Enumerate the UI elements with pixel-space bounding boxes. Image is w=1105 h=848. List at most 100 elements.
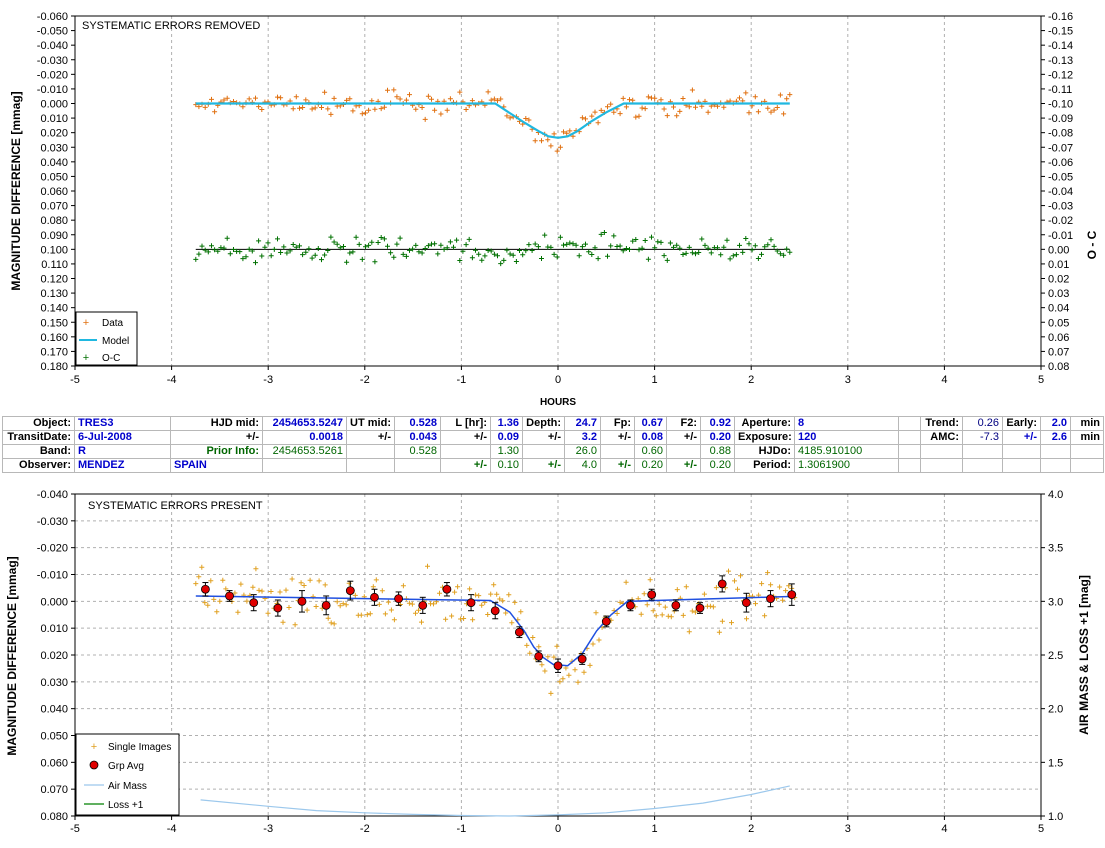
- bottom-single-image-point: [244, 598, 250, 604]
- bottom-single-image-point: [530, 635, 536, 640]
- bottom-legend-box: [75, 733, 180, 816]
- bottom-single-image-point: [554, 643, 560, 649]
- bottom-single-image-point: [680, 612, 686, 618]
- top-data-point: [312, 105, 318, 111]
- info-table-cell: +/-: [440, 430, 491, 445]
- top-x-tick-label: 3: [845, 374, 851, 386]
- bottom-single-image-point: [337, 603, 343, 609]
- bottom-single-image-point: [443, 616, 449, 622]
- top-oc-point: [579, 244, 585, 250]
- top-oc-point: [718, 252, 724, 258]
- top-y-tick-label: 0.170: [40, 346, 68, 358]
- top-model-line: [195, 102, 790, 139]
- top-y-tick-label: 0.130: [40, 288, 68, 300]
- bottom-single-image-point: [689, 608, 695, 614]
- top-oc-point: [249, 248, 255, 254]
- bottom-x-tick-label: -2: [360, 823, 370, 835]
- top-data-point: [344, 97, 350, 103]
- top-oc-point: [476, 251, 482, 257]
- top-oc-point: [721, 244, 727, 250]
- top-oc-point: [655, 239, 661, 245]
- bottom-single-image-point: [512, 599, 518, 605]
- info-table-cell: 0.92: [700, 416, 735, 431]
- top-oc-point: [605, 253, 610, 259]
- info-table-cell: 4185.910100: [794, 444, 899, 459]
- bottom-y2-tick-label: 3.5: [1048, 543, 1063, 555]
- bottom-single-image-point: [470, 617, 476, 623]
- bottom-single-image-point: [729, 620, 734, 626]
- top-data-point: [256, 104, 262, 110]
- top-oc-point: [447, 239, 453, 245]
- bottom-single-image-point: [376, 601, 382, 607]
- bottom-single-image-point: [214, 609, 220, 615]
- top-data-point: [504, 113, 510, 119]
- info-table-cell: +/-: [522, 430, 565, 445]
- bottom-single-image-point: [358, 612, 364, 618]
- top-oc-point: [419, 250, 425, 256]
- top-oc-point: [209, 243, 214, 249]
- top-oc-point: [627, 247, 632, 252]
- top-data-point: [664, 113, 670, 119]
- top-data-point: [275, 94, 280, 100]
- info-table-cell: R: [74, 444, 171, 459]
- top-y-tick-label: 0.180: [40, 361, 68, 373]
- bottom-y-tick-label: 0.030: [40, 677, 68, 689]
- bottom-single-image-point: [659, 612, 665, 618]
- top-oc-point: [227, 251, 233, 257]
- bottom-single-image-point: [713, 585, 719, 591]
- top-oc-point: [586, 249, 592, 255]
- top-data-point: [743, 90, 749, 96]
- top-oc-point: [507, 251, 513, 257]
- top-x-tick-label: 5: [1038, 374, 1044, 386]
- info-table-cell: [962, 458, 1003, 473]
- top-oc-point: [724, 237, 730, 243]
- info-table-cell: [440, 444, 491, 459]
- bottom-single-image-point: [759, 581, 765, 587]
- top-oc-point: [686, 244, 692, 250]
- top-data-point: [774, 105, 780, 110]
- top-oc-point: [281, 244, 287, 250]
- bottom-single-image-point: [467, 586, 473, 592]
- bottom-x-tick-label: 0: [555, 823, 561, 835]
- bottom-x-tick-label: -1: [457, 823, 467, 835]
- bottom-single-image-point: [726, 568, 731, 574]
- top-oc-point: [259, 253, 265, 259]
- top-oc-point: [554, 254, 560, 260]
- info-table-cell: [898, 430, 921, 445]
- top-oc-point: [422, 246, 428, 251]
- bottom-single-image-point: [542, 668, 548, 674]
- bottom-single-image-point: [202, 600, 208, 606]
- bottom-single-image-point: [551, 654, 557, 660]
- top-y-tick-label: 0.120: [40, 274, 68, 286]
- info-table-cell: 0.043: [394, 430, 441, 445]
- top-oc-point: [356, 241, 362, 247]
- bottom-single-image-point: [280, 619, 286, 625]
- top-data-point: [498, 96, 504, 102]
- top-oc-point: [319, 257, 324, 263]
- info-table-cell: [920, 444, 963, 459]
- top-data-point: [674, 113, 680, 119]
- top-data-point: [554, 148, 560, 154]
- top-oc-point: [699, 236, 705, 242]
- bottom-single-image-point: [783, 588, 789, 594]
- bottom-single-image-point: [668, 614, 674, 620]
- top-x-tick-label: -1: [457, 374, 467, 386]
- top-oc-point: [391, 254, 397, 260]
- top-oc-point: [344, 259, 350, 265]
- top-y2-tick-label: -0.08: [1048, 128, 1073, 140]
- top-oc-point: [598, 231, 604, 237]
- top-data-point: [777, 92, 783, 98]
- top-data-point: [523, 116, 529, 121]
- top-data-point: [432, 107, 438, 113]
- top-oc-point: [661, 253, 667, 259]
- bottom-single-image-point: [298, 580, 304, 586]
- top-oc-point: [636, 247, 642, 253]
- top-oc-point: [231, 247, 236, 252]
- top-data-point: [737, 95, 742, 101]
- top-data-point: [583, 116, 588, 122]
- top-oc-point: [413, 242, 419, 248]
- top-legend-box: [75, 311, 138, 366]
- bottom-single-image-point: [304, 607, 310, 613]
- bottom-single-image-point: [509, 620, 515, 626]
- top-legend-marker-data: +: [83, 317, 89, 329]
